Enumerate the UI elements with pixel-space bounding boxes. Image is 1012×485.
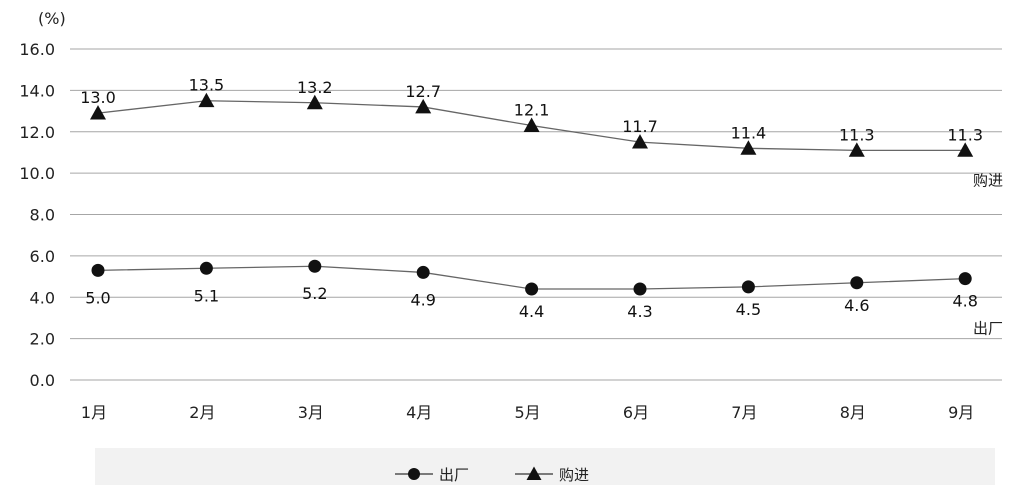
series-end-label: 购进 [973,171,1003,189]
data-label: 4.6 [844,296,869,315]
legend: 出厂 购进 [395,466,589,484]
y-axis-ticks: 0.0 2.0 4.0 6.0 8.0 10.0 12.0 14.0 16.0 [19,40,55,390]
data-label: 4.5 [736,300,761,319]
data-point-marker [957,142,974,157]
data-point-marker [416,265,430,279]
data-point-marker [740,140,757,155]
data-label: 4.8 [952,292,977,311]
y-tick-label: 10.0 [19,164,55,183]
data-label: 5.1 [194,286,219,305]
data-point-marker [525,282,539,296]
series-end-label: 出厂 [973,320,1003,338]
data-label: 11.3 [839,125,875,144]
x-tick-label: 1月 [81,403,107,422]
data-label: 4.9 [410,290,435,309]
legend-label: 出厂 [439,466,469,484]
data-point-marker [633,282,647,296]
data-label: 5.0 [85,288,110,307]
x-tick-label: 7月 [731,403,757,422]
x-tick-label: 2月 [189,403,215,422]
data-point-marker [523,117,540,132]
data-label: 12.1 [514,101,550,120]
data-labels: 5.0 5.1 5.2 4.9 4.4 4.3 4.5 4.6 4.8 13.0 13.5 13.2 1… [80,76,983,321]
y-tick-label: 8.0 [30,206,55,225]
data-label: 11.4 [731,123,767,142]
data-label: 12.7 [405,82,441,101]
data-point-marker [198,92,215,108]
data-label: 11.7 [622,117,658,136]
data-label: 11.3 [947,125,983,144]
data-label: 5.2 [302,284,327,303]
data-point-marker [415,98,432,114]
data-point-marker [958,272,972,286]
legend-label: 购进 [559,466,589,484]
data-point-marker [632,134,648,149]
legend-band [95,448,995,485]
y-tick-label: 14.0 [19,81,55,100]
legend-triangle-marker [526,466,542,480]
x-tick-label: 6月 [623,403,649,422]
data-label: 13.2 [297,78,333,97]
x-tick-label: 9月 [948,403,974,422]
y-tick-label: 6.0 [30,247,55,266]
data-label: 13.0 [80,88,116,107]
y-tick-label: 12.0 [19,123,55,142]
series [90,92,974,296]
x-tick-label: 8月 [840,403,866,422]
data-point-marker [308,259,322,273]
data-label: 4.3 [627,302,652,321]
data-point-marker [91,263,105,277]
data-point-marker [848,142,865,157]
gridlines [70,48,1002,381]
data-point-marker [90,105,106,120]
y-tick-label: 0.0 [30,371,55,390]
x-tick-label: 4月 [406,403,432,422]
y-tick-label: 4.0 [30,288,55,307]
data-point-marker [741,280,755,294]
legend-circle-marker [408,468,420,480]
data-point-marker [306,94,323,110]
data-label: 4.4 [519,302,544,321]
data-label: 13.5 [189,76,225,95]
x-axis-ticks: 1月 2月 3月 4月 5月 6月 7月 8月 9月 [81,403,974,422]
data-point-marker [199,261,213,275]
y-tick-label: 2.0 [30,330,55,349]
y-axis-unit: (%) [38,9,66,28]
y-tick-label: 16.0 [19,40,55,59]
data-point-marker [850,276,864,290]
x-tick-label: 5月 [515,403,541,422]
x-tick-label: 3月 [298,403,324,422]
